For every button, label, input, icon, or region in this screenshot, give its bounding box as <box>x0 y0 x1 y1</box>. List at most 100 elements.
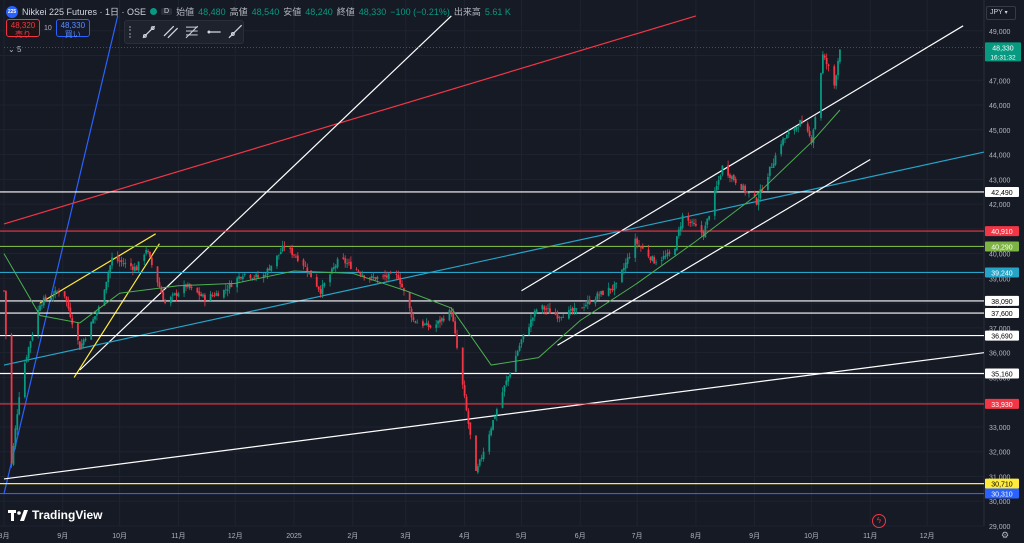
price-tick-label: 47,000 <box>989 78 1011 85</box>
candle-body <box>389 272 392 274</box>
currency-selector[interactable]: JPY ▾ <box>986 6 1016 20</box>
time-tick-label: 3月 <box>400 532 411 540</box>
parallel-channel-tool-icon[interactable] <box>163 24 179 40</box>
indicator-toggle[interactable]: ⌄ 5 <box>8 45 21 54</box>
indicator-count: 5 <box>16 45 22 54</box>
data-badge: D <box>161 8 173 15</box>
last-price-label: 48,330 16:31:32 <box>4 42 1021 62</box>
candle-body <box>202 294 204 297</box>
candle-body <box>162 292 165 301</box>
horizontal-ray-tool-icon[interactable] <box>206 24 222 40</box>
candle-body <box>437 320 439 324</box>
candle-body <box>442 318 445 321</box>
price-tick-label: 45,000 <box>989 128 1011 135</box>
candle-body <box>18 397 21 415</box>
candle-body <box>173 293 176 295</box>
candle-body <box>492 420 494 430</box>
candle-body <box>94 316 96 320</box>
candle-body <box>664 255 667 257</box>
candle-body <box>289 247 292 249</box>
price-axis[interactable]: 29,00030,00031,00032,00033,00034,00035,0… <box>989 29 1011 531</box>
chevron-down-icon: ▾ <box>1004 10 1008 16</box>
candle-body <box>808 131 811 136</box>
candle-body <box>583 307 585 309</box>
candle-body <box>31 334 34 341</box>
candle-body <box>660 260 663 262</box>
moving-average <box>3 109 841 366</box>
price-tick-label: 44,000 <box>989 153 1011 160</box>
candle-body <box>295 256 297 258</box>
time-axis[interactable]: 8月 9月 10月 11月 12月 2025 2月 3月 4月 5月 6月 7月 8月 9月 10月 11月 1… <box>0 532 935 540</box>
candle-body <box>755 197 758 205</box>
symbol-name[interactable]: Nikkei 225 Futures · 1日 · OSE <box>22 7 147 17</box>
drag-handle-icon[interactable] <box>129 26 135 38</box>
sell-button[interactable]: 48,320 売り <box>6 19 40 39</box>
level-label: 39,240 <box>991 270 1013 277</box>
candle-body <box>734 178 737 184</box>
candle-body <box>463 384 466 396</box>
candle-body <box>334 265 337 268</box>
flash-icon[interactable]: ϟ <box>872 514 886 528</box>
candle-body <box>514 355 517 372</box>
candle-body <box>820 73 822 119</box>
candle-body <box>581 307 584 309</box>
level-label-box <box>985 295 1019 306</box>
candle-body <box>384 275 386 277</box>
candle-body <box>414 321 417 323</box>
price-tick-label: 35,000 <box>989 375 1011 382</box>
trend-line <box>79 15 452 371</box>
fib-retracement-tool-icon[interactable] <box>184 24 200 40</box>
candle-body <box>518 345 521 351</box>
candle-body <box>746 191 748 193</box>
candle-body <box>465 396 468 411</box>
candle-body <box>677 229 680 236</box>
candle-body <box>319 289 322 294</box>
candle-body <box>611 289 614 290</box>
symbol-logo-icon: 225 <box>6 5 18 18</box>
candle-body <box>615 282 618 284</box>
candle-body <box>422 321 424 326</box>
candle-body <box>368 277 371 280</box>
candle-body <box>160 287 163 293</box>
candle-body <box>549 308 551 314</box>
candle-body <box>257 275 259 278</box>
trend-line <box>557 159 871 346</box>
buy-button[interactable]: 48,330 買い <box>55 19 90 39</box>
buy-price: 48,330 <box>60 21 86 30</box>
time-tick-label: 8月 <box>690 532 701 540</box>
candle-body <box>270 265 273 271</box>
candle-body <box>268 268 271 271</box>
candle-body <box>217 293 220 297</box>
candle-body <box>382 275 385 277</box>
candle-body <box>183 284 185 294</box>
candle-body <box>768 166 771 176</box>
price-tick-label: 32,000 <box>989 450 1011 457</box>
candle-body <box>638 244 640 246</box>
candle-body <box>693 222 695 225</box>
ray-tool-icon[interactable] <box>227 24 243 40</box>
candle-body <box>799 120 802 127</box>
level-label-box <box>985 488 1019 499</box>
candle-body <box>84 338 87 341</box>
order-quantity[interactable]: 10 <box>44 24 52 32</box>
candle-body <box>505 380 508 385</box>
candle-body <box>150 257 153 266</box>
candle-body <box>586 300 589 305</box>
candle-body <box>641 246 644 249</box>
level-label: 38,090 <box>991 299 1013 306</box>
candle-body <box>713 190 716 216</box>
candlesticks <box>3 49 841 474</box>
level-label-box <box>985 241 1019 252</box>
time-tick-label: 7月 <box>632 532 643 540</box>
trend-line-tool-icon[interactable] <box>141 24 157 40</box>
candle-body <box>681 215 684 228</box>
open-label: 始値 <box>176 7 195 17</box>
candle-body <box>730 176 733 180</box>
candle-body <box>640 246 642 248</box>
gear-icon[interactable]: ⚙ <box>1001 530 1010 540</box>
trend-line <box>3 151 985 366</box>
candle-body <box>569 308 572 311</box>
candle-body <box>613 283 616 291</box>
tradingview-logo[interactable]: TradingView <box>8 508 102 522</box>
